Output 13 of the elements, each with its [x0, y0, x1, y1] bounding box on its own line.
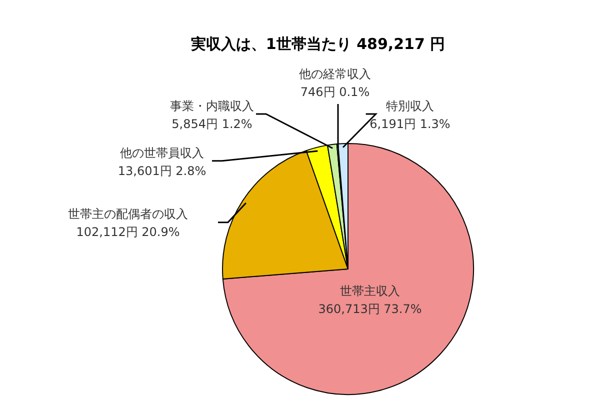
chart-title: 実収入は、1世帯当たり 489,217 円: [190, 34, 446, 53]
data-label: 360,713円 73.7%: [318, 302, 422, 316]
slice-label: 他の経常収入: [299, 67, 371, 82]
slice-label: 他の世帯員収入: [120, 146, 204, 160]
data-label: 6,191円 1.3%: [370, 117, 450, 132]
data-label: 102,112円 20.9%: [76, 225, 180, 240]
slice-label: 事業・内職収入: [170, 99, 254, 114]
data-label: 746円 0.1%: [300, 85, 370, 100]
data-label: 13,601円 2.8%: [118, 164, 206, 178]
slice-label: 世帯主収入: [340, 284, 400, 298]
slice-label: 世帯主の配偶者の収入: [68, 207, 188, 222]
data-label: 5,854円 1.2%: [172, 117, 252, 132]
slice-label: 特別収入: [386, 99, 434, 114]
